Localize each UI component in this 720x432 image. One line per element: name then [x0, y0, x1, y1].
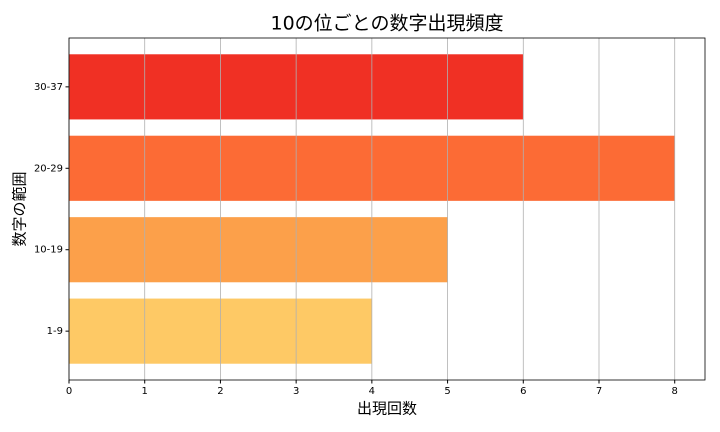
x-tick-label: 2	[217, 386, 223, 397]
chart-title: 10の位ごとの数字出現頻度	[271, 13, 504, 35]
y-tick-label: 20-29	[34, 163, 63, 174]
y-tick-label: 1-9	[47, 326, 63, 337]
x-tick-label: 6	[520, 386, 526, 397]
x-tick-label: 8	[672, 386, 678, 397]
x-tick-label: 3	[293, 386, 299, 397]
x-tick-label: 4	[369, 386, 375, 397]
bar	[69, 217, 448, 283]
x-tick-label: 7	[596, 386, 602, 397]
x-tick-label: 0	[66, 386, 72, 397]
y-tick-label: 10-19	[34, 245, 63, 256]
x-tick-label: 5	[444, 386, 450, 397]
y-tick-label: 30-37	[34, 82, 63, 93]
x-tick-label: 1	[142, 386, 148, 397]
y-axis-label: 数字の範囲	[11, 171, 29, 246]
plot-frame	[68, 37, 706, 381]
x-axis-label: 出現回数	[357, 400, 417, 418]
